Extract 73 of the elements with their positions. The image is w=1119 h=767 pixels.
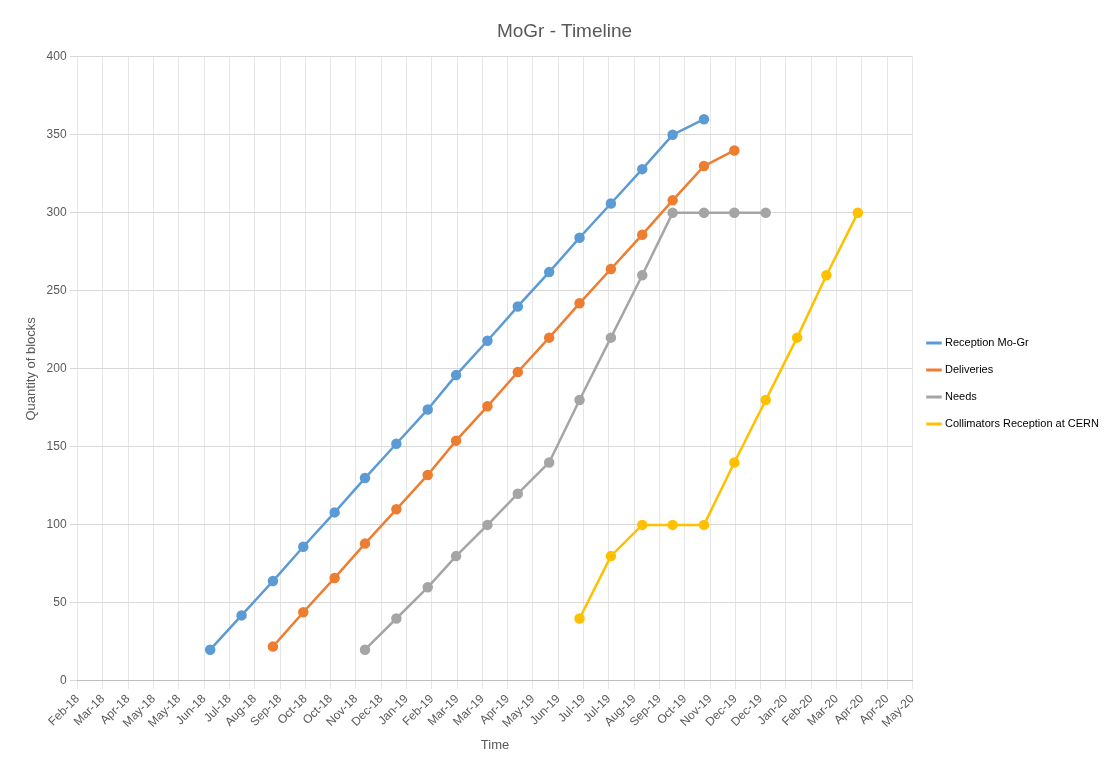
point — [852, 207, 864, 219]
point — [543, 332, 555, 343]
point — [204, 644, 216, 655]
x-axis-title: Time — [480, 736, 510, 752]
point — [298, 541, 309, 552]
point — [422, 469, 433, 481]
point — [667, 519, 678, 531]
point — [391, 504, 402, 515]
y-tick-label: 400 — [46, 49, 67, 64]
point — [605, 198, 617, 209]
y-tick-label: 350 — [46, 127, 67, 142]
point — [637, 163, 648, 175]
y-tick-label: 150 — [46, 439, 67, 454]
point — [512, 366, 524, 378]
point — [637, 269, 648, 281]
point — [791, 332, 803, 343]
point — [359, 538, 371, 549]
point — [482, 519, 493, 531]
point — [422, 582, 433, 593]
point — [329, 507, 340, 518]
point — [512, 488, 524, 499]
point — [267, 575, 279, 587]
point — [359, 472, 371, 484]
point — [637, 519, 648, 531]
legend-label: Deliveries — [944, 363, 994, 376]
point — [543, 457, 555, 468]
y-tick-label: 300 — [46, 205, 67, 220]
point — [450, 550, 462, 562]
point — [450, 435, 462, 446]
point — [698, 160, 710, 172]
y-tick-label: 100 — [46, 517, 67, 532]
point — [236, 610, 247, 621]
point — [267, 641, 279, 652]
point — [698, 519, 710, 531]
point — [298, 607, 309, 618]
point — [450, 369, 462, 381]
point — [482, 335, 493, 347]
point — [729, 145, 740, 156]
point — [605, 263, 617, 275]
point — [391, 613, 402, 624]
point — [760, 207, 771, 219]
point — [729, 457, 740, 468]
point — [698, 113, 710, 125]
point — [512, 301, 524, 312]
point — [698, 207, 710, 219]
y-tick-label: 50 — [53, 595, 67, 610]
point — [605, 550, 617, 562]
point — [329, 572, 340, 584]
point — [760, 394, 771, 406]
chart-title: MoGr - Timeline — [496, 19, 633, 41]
point — [574, 613, 585, 624]
legend-label: Needs — [944, 390, 978, 403]
point — [667, 195, 678, 206]
point — [391, 438, 402, 450]
y-axis-title: Quantity of blocks — [23, 316, 39, 421]
legend-label: Reception Mo-Gr — [944, 336, 1030, 349]
point — [574, 232, 585, 244]
legend-label: Collimators Reception at CERN — [944, 417, 1100, 430]
y-tick-label: 200 — [46, 361, 67, 376]
point — [821, 269, 832, 281]
point — [667, 207, 678, 219]
point — [359, 644, 371, 655]
y-tick-label: 0 — [59, 673, 67, 688]
point — [422, 404, 433, 415]
point — [667, 129, 678, 141]
point — [543, 266, 555, 278]
point — [482, 401, 493, 412]
point — [637, 229, 648, 240]
point — [574, 298, 585, 309]
y-tick-label: 250 — [46, 283, 67, 298]
point — [605, 332, 617, 343]
point — [574, 394, 585, 406]
point — [729, 207, 740, 219]
